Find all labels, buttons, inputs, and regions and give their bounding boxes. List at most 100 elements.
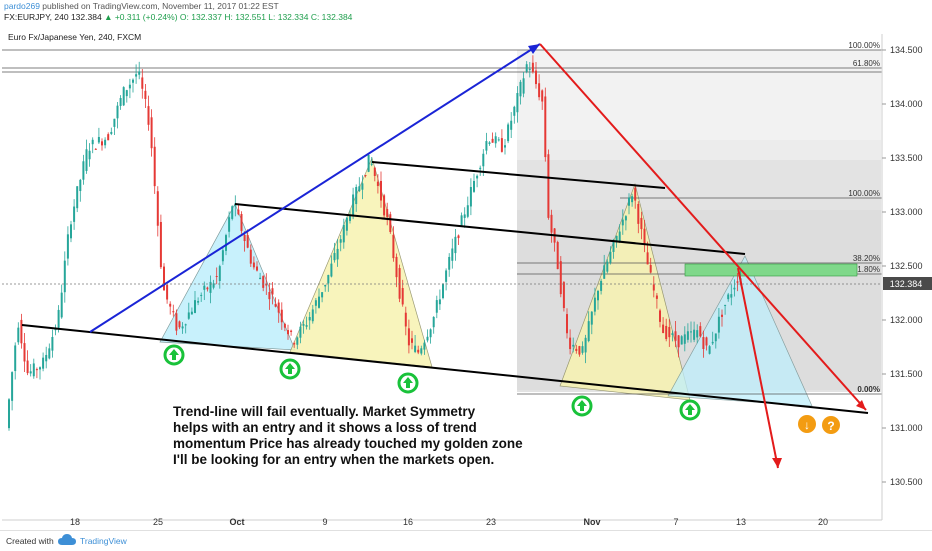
y-tick-label: 131.500 — [890, 369, 923, 379]
x-tick-label: 13 — [736, 517, 746, 527]
candle — [432, 316, 435, 334]
candle — [349, 209, 351, 224]
candle — [733, 279, 736, 297]
candle — [606, 258, 609, 274]
candle — [85, 139, 88, 174]
candle — [277, 299, 280, 323]
x-tick-label: 25 — [153, 517, 163, 527]
candle — [386, 202, 389, 226]
candle — [51, 329, 54, 358]
fib-lower-label: 38.20% — [853, 254, 880, 263]
candle — [262, 275, 265, 292]
candle — [724, 304, 727, 315]
green-up-arrow-icon — [279, 358, 301, 380]
candle — [575, 344, 578, 354]
y-tick-label: 132.000 — [890, 315, 923, 325]
x-tick-label: 18 — [70, 517, 80, 527]
blue-trendline[interactable] — [89, 43, 541, 333]
candle — [442, 283, 444, 300]
candle — [702, 330, 705, 358]
candle — [690, 321, 692, 343]
candle — [395, 253, 398, 288]
annotation-line: Trend-line will fail eventually. Market … — [173, 404, 476, 419]
candle — [221, 246, 224, 265]
candle — [680, 335, 683, 345]
candle — [587, 311, 590, 343]
candle — [209, 275, 212, 304]
fib-lower-label: 100.00% — [848, 189, 880, 198]
green-arrows — [163, 344, 701, 421]
lower-trendline[interactable] — [21, 324, 869, 414]
candle — [407, 319, 410, 354]
candle — [597, 289, 599, 310]
candle — [460, 212, 463, 227]
candle — [429, 328, 432, 344]
candle — [448, 253, 451, 277]
candle — [20, 313, 23, 349]
candle — [60, 284, 63, 319]
candles — [8, 55, 742, 431]
candle — [531, 55, 534, 74]
price-chart[interactable]: Euro Fx/Japanese Yen, 240, FXCM 100.00% 6… — [0, 20, 932, 530]
symmetry-triangle-3 — [559, 182, 691, 401]
candle — [330, 255, 333, 278]
candle — [138, 61, 141, 80]
candle — [705, 336, 708, 351]
candle — [101, 138, 103, 151]
candle — [274, 297, 277, 308]
red-drop-line[interactable] — [737, 267, 779, 469]
candle — [417, 345, 420, 355]
candle — [389, 211, 392, 234]
candle — [252, 256, 255, 270]
candle — [668, 319, 671, 347]
golden-zone[interactable] — [684, 263, 858, 277]
candle — [48, 343, 51, 360]
annotation-line: helps with an entry and it shows a loss … — [173, 420, 477, 435]
candle — [634, 186, 637, 209]
last-price-tag — [883, 277, 932, 290]
annotation-text: Trend-line will fail eventually. Market … — [173, 404, 523, 467]
candle — [271, 282, 274, 305]
candle — [163, 263, 165, 291]
upper-channel-line[interactable] — [234, 203, 746, 255]
candle — [463, 207, 466, 228]
candle — [535, 61, 537, 89]
candle — [14, 342, 17, 380]
red-projection-line[interactable] — [539, 43, 867, 411]
tradingview-brand[interactable]: TradingView — [80, 536, 127, 546]
candle — [203, 281, 206, 301]
x-tick-label: 23 — [486, 517, 496, 527]
candle — [8, 398, 10, 431]
candle — [240, 211, 243, 234]
candle — [370, 157, 373, 167]
x-tick-label: 9 — [322, 517, 327, 527]
candle — [311, 304, 314, 324]
candle — [504, 138, 506, 155]
candle — [590, 311, 593, 335]
candle — [618, 224, 621, 244]
x-tick-label: 16 — [403, 517, 413, 527]
author-link[interactable]: pardo269 — [4, 1, 40, 11]
green-up-arrow-icon — [571, 395, 593, 417]
candle — [376, 174, 379, 194]
candle — [392, 226, 395, 262]
candle — [714, 333, 717, 349]
candle — [550, 209, 553, 243]
candle — [190, 307, 193, 315]
annotation-line: I'll be looking for an entry when the ma… — [173, 452, 494, 467]
y-tick-label: 134.500 — [890, 45, 923, 55]
candle — [150, 109, 153, 157]
orange-down-glyph: ↓ — [804, 418, 810, 432]
candle — [621, 209, 624, 235]
upper-channel-line-2[interactable] — [371, 161, 666, 189]
y-tick-label: 133.500 — [890, 153, 923, 163]
candle — [522, 72, 525, 98]
candle — [237, 204, 240, 216]
candle — [327, 274, 330, 292]
candle — [612, 238, 615, 259]
candle — [125, 89, 128, 103]
price-change: ▲ +0.311 (+0.24%) — [104, 12, 178, 22]
candle — [345, 216, 348, 236]
candle — [159, 214, 162, 269]
candle — [169, 301, 172, 315]
